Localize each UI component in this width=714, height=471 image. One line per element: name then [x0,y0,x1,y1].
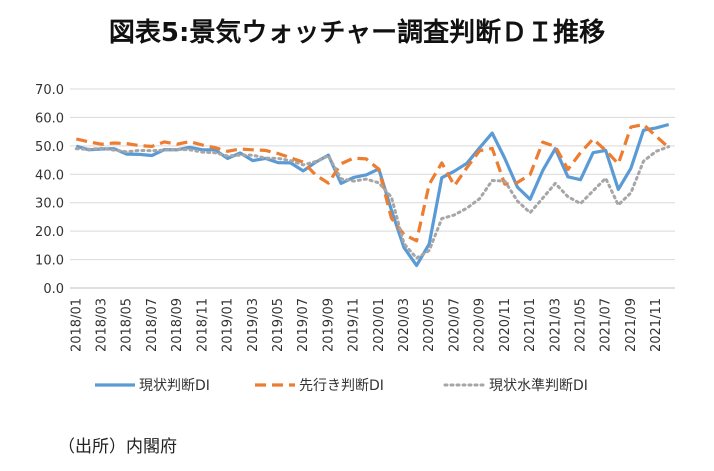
x-tick-label: 2019/01 [221,298,236,352]
legend-label-1: 現状判断DI [139,378,210,394]
x-tick-label: 2019/05 [271,298,286,352]
x-tick-label: 2019/03 [246,298,261,352]
series-layer [74,122,671,268]
x-axis: 2018/01 2018/03 2018/05 2018/07 2018/09 2018/… [69,298,664,352]
y-axis: 70.0 60.0 50.0 40.0 30.0 20.0 10.0 0.0 [35,83,64,297]
x-tick-label: 2020/01 [372,298,387,352]
x-tick-label: 2021/07 [599,298,614,352]
x-tick-label: 2018/03 [95,298,110,352]
x-tick-label: 2019/11 [347,298,362,352]
x-tick-label: 2019/07 [296,298,311,352]
y-tick-label: 70.0 [35,83,64,98]
legend: 現状判断DI 先行き判断DI 現状水準判断DI [95,378,588,394]
x-tick-label: 2020/09 [473,298,488,352]
series-line-3 [74,145,671,260]
x-tick-label: 2018/01 [69,298,84,352]
x-tick-label: 2019/09 [321,298,336,352]
source-note: （出所）内閣府 [58,437,177,457]
y-tick-label: 10.0 [35,254,64,269]
y-tick-label: 60.0 [35,111,64,126]
x-tick-label: 2021/01 [523,298,538,352]
x-tick-label: 2018/11 [195,298,210,352]
x-tick-label: 2020/11 [498,298,513,352]
y-tick-label: 20.0 [35,225,64,240]
x-tick-label: 2018/07 [145,298,160,352]
grid-layer [70,88,675,289]
x-tick-label: 2021/05 [573,298,588,352]
x-tick-label: 2018/09 [170,298,185,352]
chart-title: 図表5:景気ウォッチャー調査判断ＤＩ推移 [109,17,605,48]
y-tick-label: 50.0 [35,140,64,155]
x-tick-label: 2020/07 [447,298,462,352]
x-tick-label: 2021/11 [649,298,664,352]
x-tick-label: 2020/05 [422,298,437,352]
x-tick-label: 2018/05 [120,298,135,352]
y-tick-label: 0.0 [43,282,64,297]
y-tick-label: 40.0 [35,168,64,183]
y-tick-label: 30.0 [35,197,64,212]
series-line-2 [75,122,670,243]
legend-label-2: 先行き判断DI [299,378,384,394]
legend-label-3: 現状水準判断DI [489,378,588,394]
x-tick-label: 2021/03 [548,298,563,352]
x-tick-label: 2020/03 [397,298,412,352]
x-tick-label: 2021/09 [624,298,639,352]
